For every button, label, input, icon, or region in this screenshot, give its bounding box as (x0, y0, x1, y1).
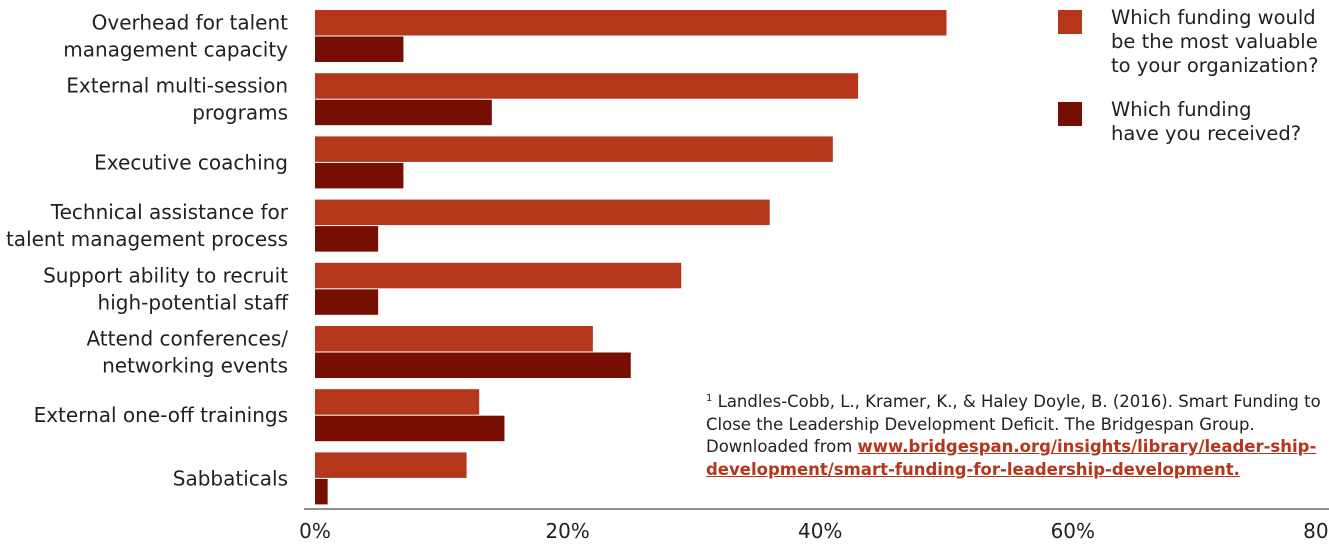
footnote-link[interactable]: www.bridgespan.org/insights/library/lead… (706, 437, 1317, 479)
category-label-2: Executive coaching (94, 150, 288, 174)
category-label-1: External multi-session programs (66, 74, 288, 125)
legend-item-received: Which funding have you received? (1058, 98, 1329, 146)
bar-received-4 (315, 289, 379, 315)
x-tick-label-0: 0% (299, 519, 331, 543)
bar-most-valuable-1 (315, 73, 859, 99)
legend: Which funding would be the most valuable… (1058, 6, 1329, 146)
footnote-marker: 1 (706, 393, 713, 404)
legend-swatch-received (1058, 102, 1082, 126)
footnote-text: Landles-Cobb, L., Kramer, K., & Haley Do… (706, 392, 1321, 456)
x-tick-label-1: 20% (545, 519, 589, 543)
bar-received-0 (315, 36, 404, 62)
bar-most-valuable-5 (315, 326, 593, 352)
bar-received-3 (315, 226, 379, 252)
category-label-6: External one-off trainings (34, 403, 288, 427)
bar-most-valuable-7 (315, 452, 467, 478)
x-tick-label-2: 40% (798, 519, 842, 543)
category-label-3: Technical assistance for talent managemen… (6, 200, 289, 251)
bars-group (315, 10, 947, 505)
bar-most-valuable-2 (315, 136, 833, 162)
bar-received-1 (315, 99, 492, 126)
category-label-5: Attend conferences/networking events (86, 327, 288, 378)
x-tick-label-4: 80% (1303, 519, 1329, 543)
bar-received-6 (315, 415, 505, 442)
bar-most-valuable-3 (315, 199, 770, 226)
category-label-0: Overhead for talent management capacity (63, 11, 288, 62)
category-labels: Overhead for talent management capacity Ex… (6, 11, 289, 491)
legend-swatch-most-valuable (1058, 10, 1082, 34)
bar-most-valuable-4 (315, 262, 682, 289)
x-tick-label-3: 60% (1051, 519, 1095, 543)
bar-most-valuable-6 (315, 389, 480, 415)
bar-most-valuable-0 (315, 10, 947, 36)
category-label-7: Sabbaticals (173, 466, 288, 490)
legend-item-most-valuable: Which funding would be the most valuable… (1058, 6, 1329, 78)
footnote: 1 Landles-Cobb, L., Kramer, K., & Haley … (706, 388, 1329, 481)
category-label-4: Support ability to recruit high-potential… (43, 263, 289, 314)
bar-received-7 (315, 478, 328, 505)
legend-label-most-valuable: Which funding would be the most valuable… (1111, 6, 1319, 77)
bar-received-5 (315, 352, 631, 378)
legend-label-received: Which funding have you received? (1111, 98, 1302, 145)
bar-received-2 (315, 162, 404, 189)
x-tick-labels: 0% 20% 40% 60% 80% (299, 519, 1329, 543)
